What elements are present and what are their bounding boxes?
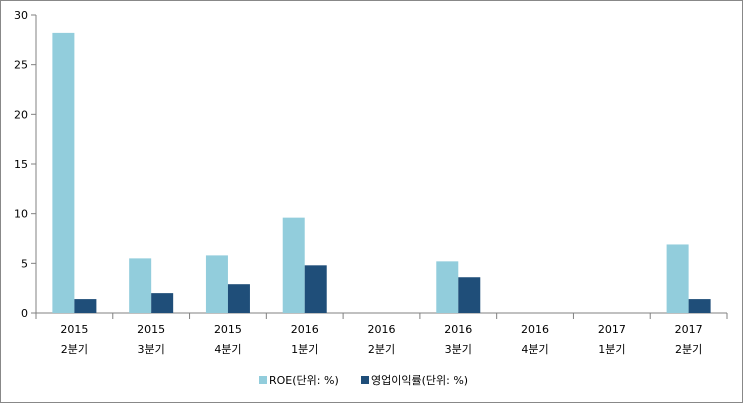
x-tick-label: 1분기: [291, 343, 318, 356]
y-tick-label: 10: [14, 208, 28, 221]
x-tick-label: 2015: [214, 323, 242, 336]
bar-roe: [436, 261, 459, 313]
y-tick-label: 30: [14, 9, 28, 22]
legend: ROE(단위: %) 영업이익률(단위: %): [259, 374, 468, 387]
bar-operating-margin: [227, 284, 250, 313]
bar-roe: [666, 244, 689, 313]
bar-roe: [52, 32, 75, 313]
bar-operating-margin: [74, 299, 97, 313]
x-tick-label: 2분기: [368, 343, 395, 356]
legend-swatch: [259, 376, 267, 384]
x-tick-label: 2015: [60, 323, 88, 336]
bar-roe: [282, 217, 305, 313]
y-tick-label: 5: [21, 257, 28, 270]
x-tick-label: 2017: [675, 323, 703, 336]
x-tick-label: 2분기: [675, 343, 702, 356]
x-tick-label: 2017: [598, 323, 626, 336]
y-tick-label: 15: [14, 158, 28, 171]
legend-label: ROE(단위: %): [269, 374, 339, 387]
y-axis: 0 5 10 15 20 25 30: [14, 9, 37, 320]
legend-swatch: [361, 376, 369, 384]
x-tick-label: 4분기: [214, 343, 241, 356]
bar-roe: [129, 258, 152, 313]
y-tick-label: 20: [14, 108, 28, 121]
y-tick-label: 25: [14, 59, 28, 72]
x-tick-label: 2016: [521, 323, 549, 336]
bar-operating-margin: [458, 277, 481, 313]
x-tick-label: 2015: [137, 323, 165, 336]
legend-label: 영업이익률(단위: %): [371, 374, 468, 387]
x-tick-label: 3분기: [445, 343, 472, 356]
x-tick-label: 2016: [368, 323, 396, 336]
bars: [52, 32, 711, 313]
bar-operating-margin: [688, 299, 711, 313]
x-axis: 2015 2분기 2015 3분기 2015 4분기 2016 1분기 2016 2분기 2016 3…: [35, 312, 728, 356]
x-tick-label: 1분기: [598, 343, 625, 356]
bar-roe: [205, 255, 228, 313]
x-tick-label: 3분기: [138, 343, 165, 356]
x-tick-label: 2분기: [61, 343, 88, 356]
bar-operating-margin: [304, 265, 327, 313]
bar-operating-margin: [151, 293, 174, 313]
x-tick-label: 2016: [444, 323, 472, 336]
x-tick-label: 2016: [291, 323, 319, 336]
y-tick-label: 0: [21, 307, 28, 320]
x-tick-label: 4분기: [521, 343, 548, 356]
